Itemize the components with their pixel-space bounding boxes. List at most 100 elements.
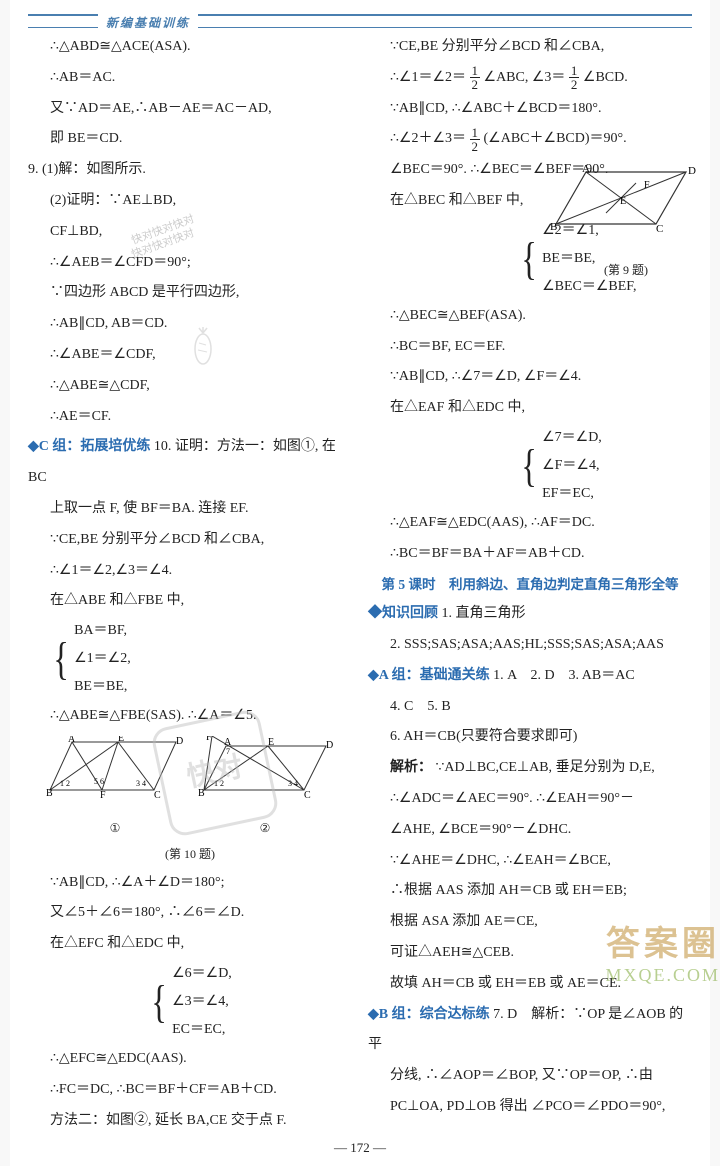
svg-text:1 2: 1 2 [214,779,224,788]
an3: ∠AHE, ∠BCE＝90°－∠DHC. [368,815,692,846]
group-c-label: ◆C 组：拓展培优练 [28,439,150,454]
step: 在△EFC 和△EDC 中, [28,929,352,960]
step: ∵AB∥CD, ∴∠ABC＋∠BCD＝180°. [368,94,692,125]
analysis: 解析： ∵AD⊥BC,CE⊥AB, 垂足分别为 D,E, [368,753,692,784]
brace-system: { BA＝BF, ∠1＝∠2, BE＝BE, [50,617,352,701]
right-column: ∵CE,BE 分别平分∠BCD 和∠CBA, ∴∠1＝∠2＝ 12 ∠ABC, … [368,32,692,1136]
step: ∴AB∥CD, AB＝CD. [28,309,352,340]
fig9-caption: (第 9 题) [546,257,706,283]
step: ∴AB＝AC. [28,63,352,94]
step: 在△EAF 和△EDC 中, [368,393,692,424]
svg-text:E: E [268,737,274,748]
step: 即 BE＝CD. [28,124,352,155]
step: ∴∠AEB＝∠CFD＝90°; [28,248,352,279]
svg-text:B: B [198,788,205,799]
svg-text:1 2: 1 2 [60,779,70,788]
txt: ∴∠1＝∠2＝ [390,70,466,85]
b2: 分线, ∴∠AOP＝∠BOP, 又∵OP＝OP, ∴由 [368,1061,692,1092]
svg-text:B: B [550,221,557,233]
left-column: ∴△ABD≅△ACE(ASA). ∴AB＝AC. 又∵AD＝AE,∴AB－AE＝… [28,32,352,1136]
an8: 故填 AH＝CB 或 EH＝EB 或 AE＝CE. [368,969,692,1000]
step: ∴BC＝BF＝BA＋AF＝AB＋CD. [368,539,692,570]
brace-line: ∠1＝∠2, [74,645,131,673]
fraction: 12 [470,126,481,153]
step: 在△BEC 和△BEF 中, [368,186,692,217]
fraction: 12 [569,64,580,91]
txt: 在△BEC 和△BEF 中, [390,186,523,217]
brace-line: BE＝BE, [74,673,131,701]
step: ∠BEC＝90°. ∴∠BEC＝∠BEF＝90°. [368,155,692,186]
step: ∴∠1＝∠2,∠3＝∠4. [28,556,352,587]
brace-line: ∠F＝∠4, [542,452,602,480]
knowledge-label: ◆知识回顾 [368,606,438,621]
fig10b-caption: ② [196,815,334,841]
a3: 6. AH＝CB(只要符合要求即可) [368,722,692,753]
fig10a-caption: ① [46,815,184,841]
page-number: — 172 — [28,1140,692,1156]
group-b-label: ◆B 组：综合达标练 [368,1007,490,1022]
analysis-label: 解析： [390,760,432,775]
svg-text:A: A [68,736,76,745]
an5: ∴根据 AAS 添加 AH＝CB 或 EH＝EB; [368,876,692,907]
step: ∴BC＝BF, EC＝EF. [368,332,692,363]
step: ∴△ABD≅△ACE(ASA). [28,32,352,63]
brace-icon: { [521,217,536,301]
brace-line: ∠6＝∠D, [172,960,232,988]
svg-text:5 6: 5 6 [94,777,104,786]
a1: 1. A 2. D 3. AB＝AC [493,668,635,683]
an2: ∴∠ADC＝∠AEC＝90°. ∴∠EAH＝90°－ [368,784,692,815]
step: ∴△ABE≅△FBE(SAS). ∴∠A＝∠5. [28,701,352,732]
step: ∵CE,BE 分别平分∠BCD 和∠CBA, [28,525,352,556]
step: ∴△BEC≅△BEF(ASA). [368,301,692,332]
step: ∴∠2＋∠3＝ 12 (∠ABC＋∠BCD)＝90°. [368,124,692,155]
svg-text:C: C [154,790,161,801]
svg-text:3 4: 3 4 [136,779,146,788]
brace-line: ∠7＝∠D, [542,424,602,452]
svg-text:E: E [118,736,124,744]
brace-icon: { [53,617,68,701]
b3: PC⊥OA, PD⊥OB 得出 ∠PCO＝∠PDO＝90°, [368,1092,692,1123]
fig10-caption: (第 10 题) [28,841,352,867]
brace-system: { ∠7＝∠D, ∠F＝∠4, EF＝EC, [518,424,692,508]
svg-text:B: B [46,788,53,799]
header-label: 新编基础训练 [98,14,198,31]
step: ∵AB∥CD, ∴∠A＋∠D＝180°; [28,868,352,899]
svg-text:F: F [100,790,106,801]
txt: ∠ABC, ∠3＝ [484,70,566,85]
k2: 2. SSS;SAS;ASA;AAS;HL;SSS;SAS;ASA;AAS [368,630,692,661]
brace-icon: { [521,424,536,508]
q9-2: (2)证明：∵AE⊥BD, [28,186,352,217]
svg-text:F: F [206,736,212,743]
brace-system: { ∠6＝∠D, ∠3＝∠4, EC＝EC, [148,960,352,1044]
step: ∵AB∥CD, ∴∠7＝∠D, ∠F＝∠4. [368,362,692,393]
header-band: 新编基础训练 [28,14,692,28]
step: ∴AE＝CF. [28,402,352,433]
q9-1: 9. (1)解：如图所示. [28,162,146,177]
page: 新编基础训练 ∴△ABD≅△ACE(ASA). ∴AB＝AC. 又∵AD＝AE,… [10,0,710,1166]
txt: ∴∠2＋∠3＝ [390,131,466,146]
figure-10: A E D B F C 1 2 3 4 5 6 ① [28,736,352,868]
step: ∴△EAF≅△EDC(AAS), ∴AF＝DC. [368,508,692,539]
an4: ∵∠AHE＝∠DHC, ∴∠EAH＝∠BCE, [368,846,692,877]
an7: 可证△AEH≅△CEB. [368,938,692,969]
step: 在△ABE 和△FBE 中, [28,586,352,617]
an1: ∵AD⊥BC,CE⊥AB, 垂足分别为 D,E, [436,760,655,775]
step: 上取一点 F, 使 BF＝BA. 连接 EF. [28,494,352,525]
brace-line: BA＝BF, [74,617,131,645]
a2: 4. C 5. B [368,692,692,723]
step: CF⊥BD, [28,217,352,248]
svg-text:7: 7 [226,747,230,756]
step: ∴△EFC≅△EDC(AAS). [28,1044,352,1075]
fraction: 12 [470,64,481,91]
svg-text:3 4: 3 4 [288,779,298,788]
svg-text:D: D [326,740,333,751]
step: ∵CE,BE 分别平分∠BCD 和∠CBA, [368,32,692,63]
brace-line: EF＝EC, [542,480,602,508]
step: 方法二：如图②, 延长 BA,CE 交于点 F. [28,1106,352,1137]
step: ∴∠ABE＝∠CDF, [28,340,352,371]
svg-text:D: D [176,736,183,747]
svg-text:C: C [656,223,663,235]
step: ∴△ABE≅△CDF, [28,371,352,402]
group-a-label: ◆A 组：基础通关练 [368,668,490,683]
svg-text:C: C [304,790,311,801]
